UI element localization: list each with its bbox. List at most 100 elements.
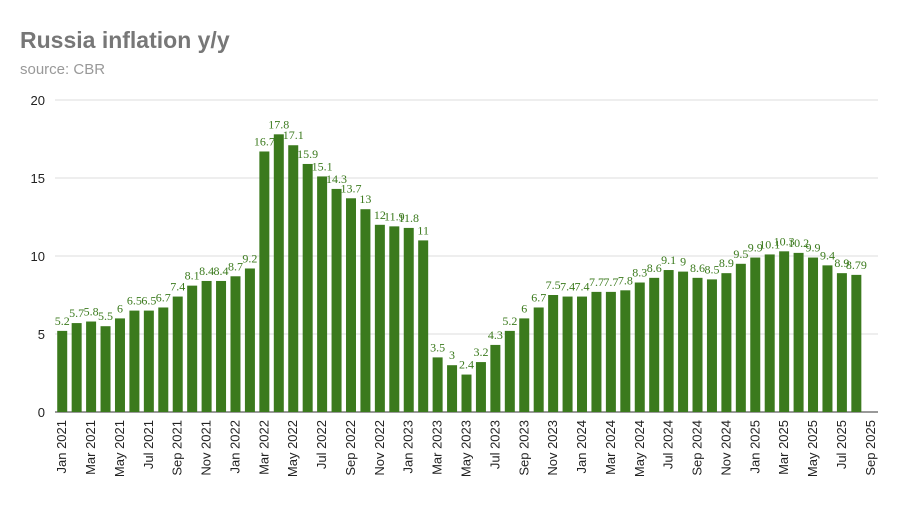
x-tick-label: Jul 2022: [314, 420, 329, 469]
bar: [836, 273, 847, 412]
value-label: 17.8: [268, 117, 289, 131]
value-label: 4.3: [488, 328, 503, 342]
x-tick-label: Jul 2024: [661, 420, 676, 469]
bar: [649, 277, 660, 412]
x-tick-label: May 2024: [632, 420, 647, 477]
value-label: 7.8: [618, 273, 633, 287]
value-label: 11.8: [398, 211, 419, 225]
value-label: 15.1: [312, 159, 333, 173]
bar: [143, 310, 154, 412]
value-label: 8.7: [228, 259, 243, 273]
x-tick-label: Nov 2021: [199, 420, 214, 476]
value-label: 11: [417, 223, 429, 237]
value-label: 5.2: [55, 314, 70, 328]
value-label: 6.5: [141, 294, 156, 308]
x-tick-label: May 2022: [285, 420, 300, 477]
value-label: 6.7: [156, 290, 171, 304]
bar: [403, 227, 414, 412]
value-label: 6: [117, 301, 123, 315]
value-label: 16.7: [254, 134, 275, 148]
bar: [389, 226, 400, 412]
x-tick-label: Jan 2024: [574, 420, 589, 474]
x-tick-label: Sep 2024: [690, 420, 705, 476]
bar: [620, 290, 631, 412]
bar: [605, 291, 616, 412]
value-label: 8.1: [185, 269, 200, 283]
bar: [750, 257, 761, 412]
x-tick-label: Sep 2022: [343, 420, 358, 476]
bar: [822, 265, 833, 412]
x-tick-label: Nov 2022: [372, 420, 387, 476]
bar: [663, 270, 674, 412]
x-tick-label: Sep 2023: [516, 420, 531, 476]
value-label: 10.1: [759, 237, 780, 251]
bar: [432, 357, 443, 412]
bar: [129, 310, 140, 412]
x-tick-label: Mar 2025: [776, 420, 791, 475]
bar: [692, 277, 703, 412]
bar: [244, 268, 255, 412]
x-tick-label: Nov 2023: [545, 420, 560, 476]
value-label: 15.9: [297, 147, 318, 161]
value-label: 7.5: [546, 278, 561, 292]
bar: [764, 254, 775, 412]
bar: [706, 279, 717, 412]
value-label: 6.7: [531, 290, 546, 304]
bar: [216, 280, 227, 412]
bar: [721, 273, 732, 412]
value-label: 10.2: [788, 236, 809, 250]
x-tick-label: Jan 2021: [54, 420, 69, 474]
value-label: 8.9: [834, 256, 849, 270]
bar: [490, 344, 501, 412]
y-tick-label: 15: [31, 171, 45, 186]
x-tick-label: Mar 2021: [83, 420, 98, 475]
value-label: 8.5: [704, 262, 719, 276]
bar: [71, 323, 82, 412]
x-tick-label: Sep 2021: [170, 420, 185, 476]
value-label: 9.9: [748, 241, 763, 255]
value-label: 8.79: [846, 258, 867, 272]
value-label: 7.4: [575, 280, 590, 294]
x-tick-label: Nov 2024: [718, 420, 733, 476]
bar: [519, 318, 530, 412]
x-tick-label: May 2025: [805, 420, 820, 477]
value-label: 7.4: [170, 280, 185, 294]
bar: [158, 307, 169, 412]
bar: [533, 307, 544, 412]
bar: [374, 224, 385, 412]
chart-subtitle: source: CBR: [20, 61, 105, 78]
value-label: 8.9: [719, 256, 734, 270]
x-tick-label: Jul 2023: [487, 420, 502, 469]
value-label: 5.5: [98, 309, 113, 323]
x-tick-label: Jan 2025: [747, 420, 762, 474]
value-label: 6.5: [127, 294, 142, 308]
y-tick-label: 0: [38, 405, 45, 420]
bar: [273, 134, 284, 412]
bar: [808, 257, 819, 412]
value-label: 8.6: [647, 261, 662, 275]
bar: [57, 330, 68, 412]
y-tick-label: 20: [31, 93, 45, 108]
bar: [345, 198, 356, 412]
bar: [114, 318, 125, 412]
bar: [562, 296, 573, 412]
bar: [591, 291, 602, 412]
bar: [548, 295, 559, 412]
value-label: 2.4: [459, 358, 474, 372]
x-tick-label: Jul 2021: [141, 420, 156, 469]
bar: [504, 330, 515, 412]
value-label: 3.5: [430, 340, 445, 354]
value-label: 13: [359, 192, 371, 206]
bar: [475, 362, 486, 412]
bar: [779, 251, 790, 412]
bar: [230, 276, 241, 412]
value-label: 7.4: [560, 280, 575, 294]
bar: [100, 326, 111, 412]
value-label: 9.9: [806, 241, 821, 255]
bar: [259, 151, 270, 413]
bar: [851, 274, 862, 412]
bar: [418, 240, 429, 412]
bar: [577, 296, 588, 412]
bar: [172, 296, 183, 412]
